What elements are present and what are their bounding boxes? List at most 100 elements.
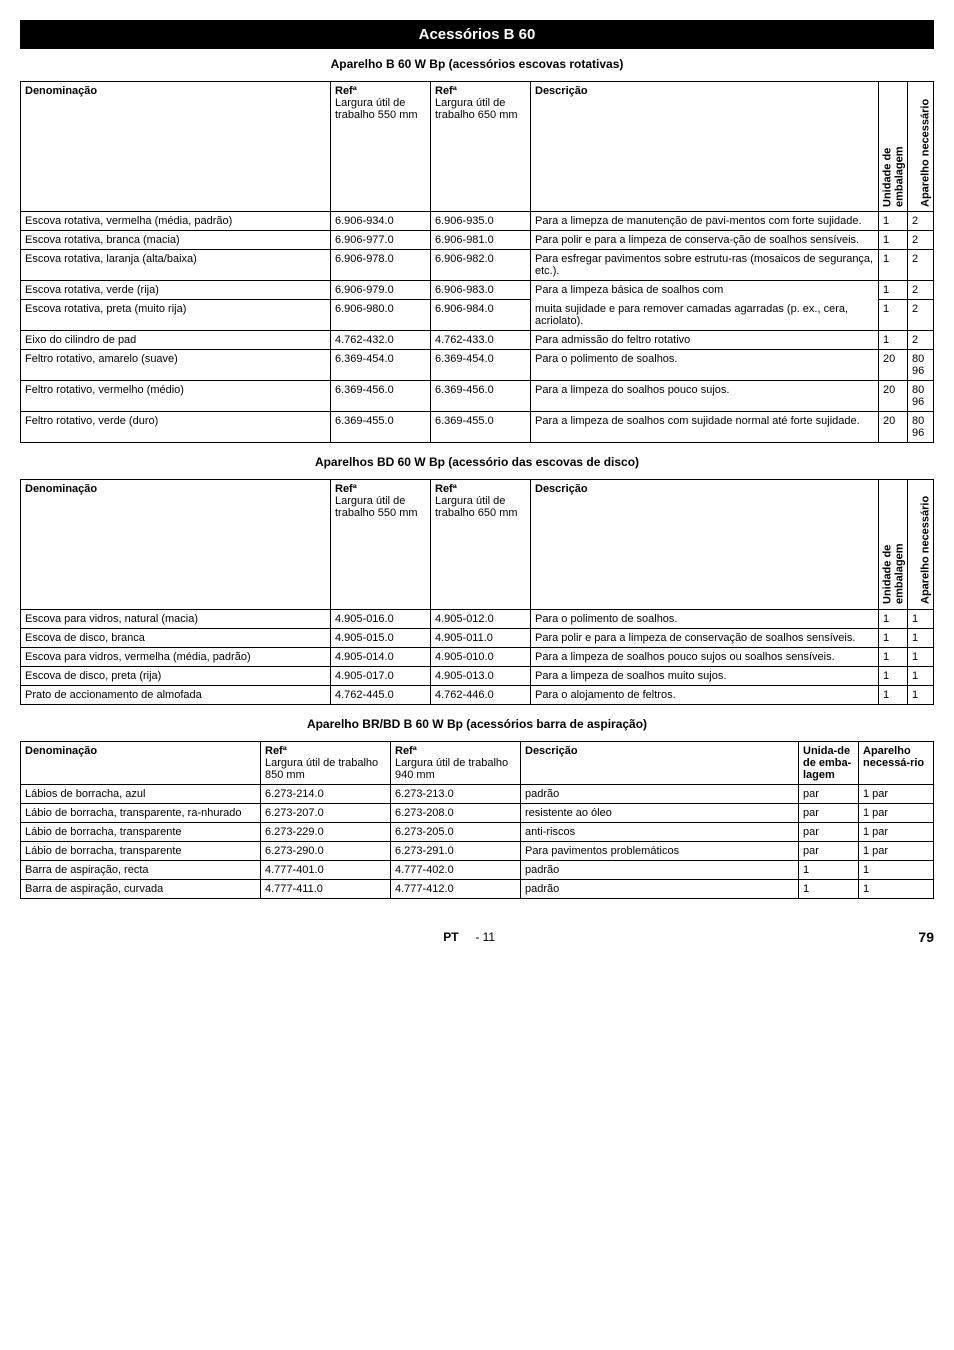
ref-label: Refª <box>435 483 457 495</box>
cell: Escova de disco, branca <box>21 628 331 647</box>
ref-label: Refª <box>335 85 357 97</box>
t3-h-ref2: Refª Largura útil de trabalho 940 mm <box>391 741 521 784</box>
table-row: Barra de aspiração, recta4.777-401.04.77… <box>21 860 934 879</box>
t1-h-desc: Descrição <box>531 82 879 212</box>
cell: 1 <box>879 212 908 231</box>
cell: 4.762-433.0 <box>431 330 531 349</box>
cell: 6.273-213.0 <box>391 784 521 803</box>
cell: 2 <box>908 300 934 331</box>
cell: 1 <box>879 231 908 250</box>
page-footer: PT - 11 79 <box>20 929 934 945</box>
cell: Feltro rotativo, amarelo (suave) <box>21 349 331 380</box>
cell: resistente ao óleo <box>521 803 799 822</box>
cell: Para a limpeza básica de soalhos com <box>531 281 879 300</box>
cell: Para pavimentos problemáticos <box>521 841 799 860</box>
t1-h-ref2: Refª Largura útil de trabalho 650 mm <box>431 82 531 212</box>
ref-sub: Largura útil de trabalho 550 mm <box>335 97 418 121</box>
cell: Para polir e para a limpeza de conserva-… <box>531 231 879 250</box>
cell: Barra de aspiração, curvada <box>21 879 261 898</box>
cell: 1 <box>908 666 934 685</box>
cell: 4.762-432.0 <box>331 330 431 349</box>
cell: par <box>799 822 859 841</box>
t1-h-unidade: Unidade de embalagem <box>879 82 908 212</box>
ref-sub: Largura útil de trabalho 940 mm <box>395 757 508 781</box>
cell: 6.906-978.0 <box>331 250 431 281</box>
t1-h-aparelho: Aparelho necessário <box>908 82 934 212</box>
cell: Para a limpeza de soalhos pouco sujos ou… <box>531 647 879 666</box>
cell: 4.905-013.0 <box>431 666 531 685</box>
t3-h-desc: Descrição <box>521 741 799 784</box>
cell: 2 <box>908 212 934 231</box>
cell: 80 96 <box>908 349 934 380</box>
t2-h-ref1: Refª Largura útil de trabalho 550 mm <box>331 479 431 609</box>
cell: 80 96 <box>908 411 934 442</box>
cell: 1 <box>799 860 859 879</box>
cell: Para a limepza de manutenção de pavi-men… <box>531 212 879 231</box>
cell: 6.906-984.0 <box>431 300 531 331</box>
cell: Escova rotativa, laranja (alta/baixa) <box>21 250 331 281</box>
cell: 1 par <box>859 841 934 860</box>
ref-label: Refª <box>435 85 457 97</box>
t3-h-ref1: Refª Largura útil de trabalho 850 mm <box>261 741 391 784</box>
cell: Lábio de borracha, transparente <box>21 841 261 860</box>
cell: 6.369-456.0 <box>431 380 531 411</box>
cell: 80 96 <box>908 380 934 411</box>
cell: Para a limpeza de soalhos com sujidade n… <box>531 411 879 442</box>
cell: 6.906-977.0 <box>331 231 431 250</box>
table-row: Escova rotativa, branca (macia)6.906-977… <box>21 231 934 250</box>
cell: 1 <box>859 879 934 898</box>
t3-h-denom: Denominação <box>21 741 261 784</box>
cell: Feltro rotativo, vermelho (médio) <box>21 380 331 411</box>
cell: 1 <box>879 647 908 666</box>
table-row: Feltro rotativo, verde (duro)6.369-455.0… <box>21 411 934 442</box>
table-row: Escova de disco, preta (rija)4.905-017.0… <box>21 666 934 685</box>
table-row: Escova rotativa, preta (muito rija) 6.906… <box>21 300 934 331</box>
ref-label: Refª <box>335 483 357 495</box>
ref-sub: Largura útil de trabalho 550 mm <box>335 495 418 519</box>
table-row: Lábio de borracha, transparente6.273-290… <box>21 841 934 860</box>
section1-title: Aparelho B 60 W Bp (acessórios escovas r… <box>20 53 934 81</box>
cell: 2 <box>908 281 934 300</box>
cell: 4.905-016.0 <box>331 609 431 628</box>
cell: 2 <box>908 330 934 349</box>
cell: 4.777-402.0 <box>391 860 521 879</box>
cell: 1 par <box>859 803 934 822</box>
cell: 6.273-205.0 <box>391 822 521 841</box>
cell: Lábio de borracha, transparente, ra-nhur… <box>21 803 261 822</box>
cell: Para o polimento de soalhos. <box>531 349 879 380</box>
cell: Feltro rotativo, verde (duro) <box>21 411 331 442</box>
cell: 6.906-982.0 <box>431 250 531 281</box>
cell: 4.777-412.0 <box>391 879 521 898</box>
ref-sub: Largura útil de trabalho 650 mm <box>435 495 518 519</box>
cell: 6.906-983.0 <box>431 281 531 300</box>
cell: 1 <box>879 250 908 281</box>
cell: par <box>799 841 859 860</box>
cell: Escova rotativa, verde (rija) <box>21 281 331 300</box>
cell: 6.273-229.0 <box>261 822 391 841</box>
cell: 1 <box>879 609 908 628</box>
cell: 6.273-290.0 <box>261 841 391 860</box>
cell: Escova rotativa, preta (muito rija) <box>21 300 331 331</box>
cell: 6.906-934.0 <box>331 212 431 231</box>
cell: 6.906-981.0 <box>431 231 531 250</box>
cell: Para a limpeza do soalhos pouco sujos. <box>531 380 879 411</box>
footer-right: 79 <box>918 929 934 945</box>
table-row: Escova para vidros, vermelha (média, pad… <box>21 647 934 666</box>
table-3: Denominação Refª Largura útil de trabalh… <box>20 741 934 899</box>
cell: Para a limpeza de soalhos muito sujos. <box>531 666 879 685</box>
cell: 1 <box>879 330 908 349</box>
ref-sub: Largura útil de trabalho 650 mm <box>435 97 518 121</box>
cell: 6.273-291.0 <box>391 841 521 860</box>
t2-h-desc: Descrição <box>531 479 879 609</box>
cell: 4.762-446.0 <box>431 685 531 704</box>
cell: 4.905-010.0 <box>431 647 531 666</box>
cell: Lábio de borracha, transparente <box>21 822 261 841</box>
cell: Eixo do cilindro de pad <box>21 330 331 349</box>
cell: 4.905-017.0 <box>331 666 431 685</box>
cell: Barra de aspiração, recta <box>21 860 261 879</box>
table-row: Lábio de borracha, transparente, ra-nhur… <box>21 803 934 822</box>
cell: Escova rotativa, vermelha (média, padrão… <box>21 212 331 231</box>
cell: 6.369-456.0 <box>331 380 431 411</box>
table-row: Escova rotativa, laranja (alta/baixa)6.9… <box>21 250 934 281</box>
table-row: Escova rotativa, vermelha (média, padrão… <box>21 212 934 231</box>
